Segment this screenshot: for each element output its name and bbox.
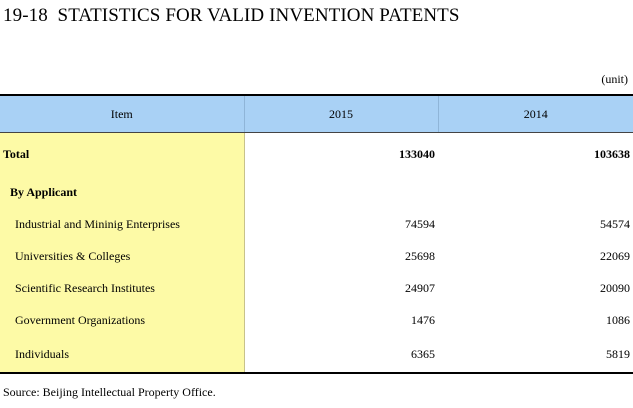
cell-2014: 20090 [600, 280, 630, 295]
row-label: Government Organizations [0, 304, 245, 336]
table-row: Industrial and Mininig Enterprises 74594… [0, 208, 633, 240]
header-item: Item [0, 94, 244, 133]
cell-2014 [438, 176, 633, 208]
cell-2014: 1086 [606, 312, 630, 327]
table-row: Scientific Research Institutes 24907 200… [0, 272, 633, 304]
source-note: Source: Beijing Intellectual Property Of… [3, 385, 216, 399]
cell-2014: 5819 [438, 336, 633, 374]
table-row: Government Organizations 1476 1086 [0, 304, 633, 336]
row-label: Industrial and Mininig Enterprises [0, 208, 245, 240]
row-label: By Applicant [0, 176, 245, 208]
unit-label: (unit) [601, 72, 628, 86]
table-header-row: Item 2015 2014 [0, 94, 633, 133]
table-row-total: Total 133040 103638 [0, 132, 633, 176]
table-row: Universities & Colleges 25698 22069 [0, 240, 633, 272]
cell-2015: 24907 [405, 280, 435, 295]
cell-2014: 54574 [600, 216, 630, 231]
cell-2015: 25698 [405, 248, 435, 263]
table-row-by-applicant: By Applicant [0, 176, 633, 208]
cell-2015: 133040 [399, 147, 435, 161]
row-label: Individuals [0, 336, 245, 374]
cell-2015: 1476 [411, 312, 435, 327]
page-title: 19-18 STATISTICS FOR VALID INVENTION PAT… [3, 5, 460, 26]
table-row: Individuals 6365 5819 [0, 336, 633, 374]
cell-2015: 6365 [244, 336, 438, 374]
cell-2014: 103638 [594, 147, 630, 161]
cell-2015: 74594 [405, 216, 435, 231]
row-label: Total [0, 132, 245, 176]
row-label: Scientific Research Institutes [0, 272, 245, 304]
cell-2014: 22069 [600, 248, 630, 263]
header-2015: 2015 [243, 94, 438, 133]
cell-2015 [244, 176, 438, 208]
row-label: Universities & Colleges [0, 240, 245, 272]
patent-statistics-table: Item 2015 2014 Total 133040 103638 By Ap… [0, 94, 633, 374]
header-2014: 2014 [437, 94, 633, 133]
